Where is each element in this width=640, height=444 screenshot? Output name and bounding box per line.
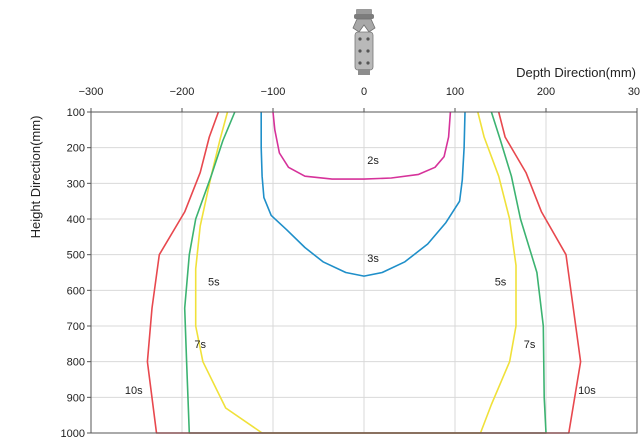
series-line-3s xyxy=(260,111,466,277)
y-tick-label: 500 xyxy=(67,250,85,262)
series-label-5s: 5s xyxy=(208,276,220,288)
robot-icon xyxy=(352,9,376,75)
x-tick-label: 200 xyxy=(537,86,555,98)
series-label-7s: 7s xyxy=(194,339,206,351)
y-tick-label: 300 xyxy=(67,178,85,190)
series-label-2s: 2s xyxy=(367,155,379,167)
y-tick-label: 100 xyxy=(67,107,85,119)
series-line-7s xyxy=(183,111,547,434)
series-label-7s: 7s xyxy=(524,339,536,351)
series-label-10s: 10s xyxy=(578,385,596,397)
x-tick-label: −300 xyxy=(79,86,104,98)
x-tick-label: 100 xyxy=(446,86,464,98)
y-tick-label: 1000 xyxy=(61,428,85,440)
y-tick-label: 900 xyxy=(67,392,85,404)
series-label-10s: 10s xyxy=(125,385,143,397)
plot-frame xyxy=(90,111,638,434)
y-tick-label: 800 xyxy=(67,357,85,369)
y-tick-label: 200 xyxy=(67,143,85,155)
y-axis-label: Height Direction(mm) xyxy=(28,116,43,239)
y-tick-label: 400 xyxy=(67,214,85,226)
x-tick-label: 300 xyxy=(628,86,640,98)
series-label-5s: 5s xyxy=(495,276,507,288)
x-tick-label: −100 xyxy=(261,86,286,98)
series-line-2s xyxy=(272,111,452,180)
series-label-3s: 3s xyxy=(367,253,379,265)
x-axis-label: Depth Direction(mm) xyxy=(516,65,636,80)
y-tick-label: 700 xyxy=(67,321,85,333)
y-tick-label: 600 xyxy=(67,285,85,297)
series-line-5s xyxy=(194,111,517,434)
x-tick-label: −200 xyxy=(170,86,195,98)
x-tick-label: 0 xyxy=(361,86,367,98)
